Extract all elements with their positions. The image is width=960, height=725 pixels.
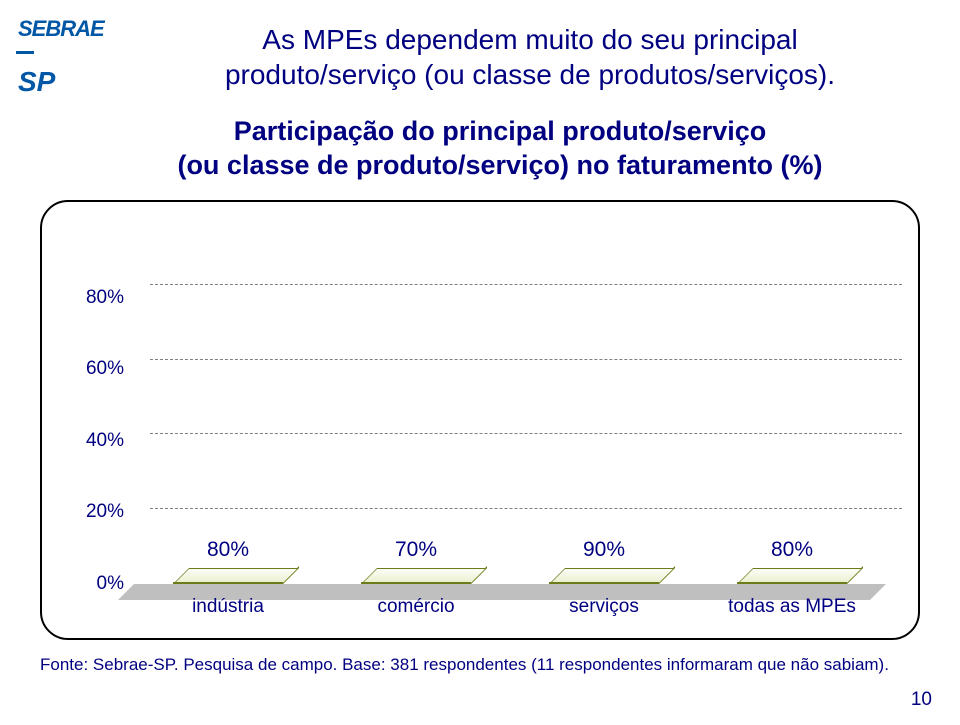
- logo-region: SP: [18, 68, 108, 96]
- slide: SEBRAE SP As MPEs dependem muito do seu …: [0, 0, 960, 725]
- subtitle-line1: Participação do principal produto/serviç…: [234, 116, 767, 146]
- x-tick-label: indústria: [129, 596, 327, 618]
- title-line1: As MPEs dependem muito do seu principal: [262, 24, 797, 55]
- subtitle-line2: (ou classe de produto/serviço) no fatura…: [177, 150, 822, 180]
- logo-brand: SEBRAE: [18, 18, 108, 62]
- logo-brand-text: SEBRAE: [18, 16, 104, 41]
- y-tick-label: 0%: [97, 573, 124, 595]
- sebrae-logo: SEBRAE SP: [18, 18, 108, 96]
- bar-value-label: 80%: [726, 538, 858, 562]
- logo-bar-icon: [16, 51, 34, 54]
- source-note: Fonte: Sebrae-SP. Pesquisa de campo. Bas…: [40, 655, 889, 675]
- bar-front-face: [737, 582, 847, 584]
- bar-value-label: 70%: [350, 538, 482, 562]
- page-title: As MPEs dependem muito do seu principal …: [140, 22, 920, 92]
- chart-title: Participação do principal produto/serviç…: [110, 115, 890, 183]
- title-line2: produto/serviço (ou classe de produtos/s…: [225, 59, 835, 90]
- bar-value-label: 90%: [538, 538, 670, 562]
- page-number: 10: [911, 689, 932, 711]
- x-tick-label: serviços: [505, 596, 703, 618]
- y-axis: 0%20%40%60%80%: [64, 226, 134, 584]
- bar-value-label: 80%: [162, 538, 294, 562]
- chart-frame: 0%20%40%60%80% 80%indústria70%comércio90…: [40, 200, 920, 640]
- x-tick-label: todas as MPEs: [693, 596, 891, 618]
- bar-front-face: [173, 582, 283, 584]
- y-tick-label: 20%: [86, 501, 124, 523]
- bar-front-face: [361, 582, 471, 584]
- y-tick-label: 60%: [86, 358, 124, 380]
- x-tick-label: comércio: [317, 596, 515, 618]
- y-tick-label: 40%: [86, 430, 124, 452]
- plot-area: 80%indústria70%comércio90%serviços80%tod…: [134, 226, 886, 584]
- y-tick-label: 80%: [86, 287, 124, 309]
- bars-container: 80%indústria70%comércio90%serviços80%tod…: [134, 226, 886, 584]
- bar-front-face: [549, 582, 659, 584]
- chart-inner: 0%20%40%60%80% 80%indústria70%comércio90…: [64, 216, 896, 624]
